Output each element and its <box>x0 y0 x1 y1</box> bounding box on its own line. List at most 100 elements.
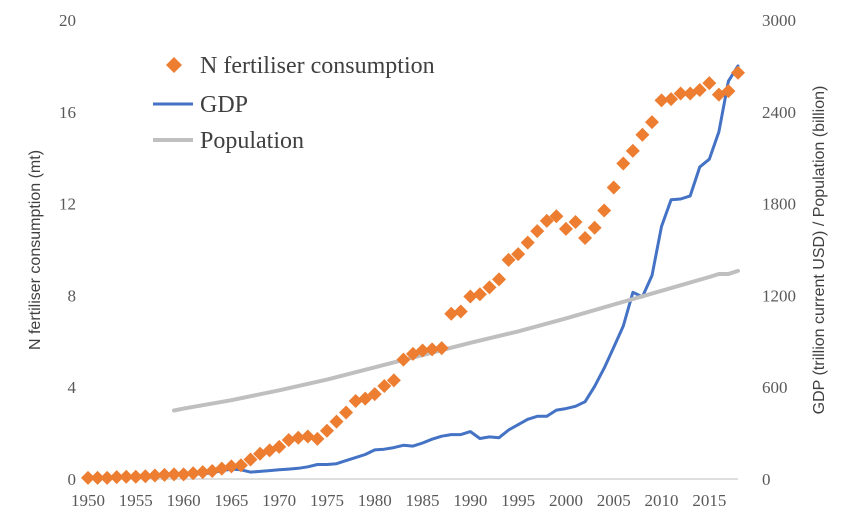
data-point <box>511 247 526 262</box>
data-point <box>329 414 344 429</box>
data-point <box>731 65 745 80</box>
y-tick-label: 0 <box>68 470 77 489</box>
y-tick-label: 4 <box>68 378 77 397</box>
x-tick-label: 2015 <box>692 491 726 510</box>
data-point <box>367 387 382 402</box>
data-point <box>587 220 602 235</box>
data-point <box>224 459 239 474</box>
data-point <box>109 470 124 485</box>
x-tick-label: 1950 <box>71 491 105 510</box>
data-point <box>673 86 688 101</box>
y2-tick-label: 2400 <box>762 103 796 122</box>
x-tick-label: 1995 <box>501 491 535 510</box>
legend: N fertiliser consumption GDP Population <box>153 53 435 154</box>
data-point <box>530 224 545 239</box>
series-n-fertiliser-consumption <box>81 65 745 485</box>
data-point <box>664 92 679 107</box>
data-point <box>138 469 153 484</box>
series-gdp <box>182 64 740 476</box>
data-point <box>195 465 210 480</box>
data-point <box>214 461 229 476</box>
legend-label: GDP <box>200 92 248 118</box>
data-point <box>702 76 717 91</box>
data-point <box>616 156 631 171</box>
y-axis-ticks: 0 4 8 12 16 20 <box>59 11 77 489</box>
data-point <box>520 235 535 250</box>
data-point <box>396 352 411 367</box>
data-point <box>482 280 497 295</box>
y2-axis-label: GDP (trillion current USD) / Population … <box>811 86 828 415</box>
data-point <box>425 342 440 357</box>
data-point <box>692 82 707 97</box>
series-line <box>172 268 740 413</box>
data-point <box>81 470 95 485</box>
data-point <box>119 469 134 484</box>
legend-item: GDP <box>153 92 248 118</box>
y2-tick-label: 0 <box>762 470 771 489</box>
data-point <box>100 470 115 485</box>
data-point <box>415 343 430 358</box>
data-point <box>358 391 373 406</box>
data-point <box>176 467 191 482</box>
data-point <box>625 143 640 158</box>
data-point <box>157 467 172 482</box>
data-point <box>472 287 487 302</box>
data-point <box>377 379 392 394</box>
legend-item: Population <box>153 128 304 154</box>
x-tick-label: 2010 <box>645 491 679 510</box>
x-axis-ticks: 1950 1955 1960 1965 1970 1975 1980 1985 1990 1995… <box>71 491 726 510</box>
data-point <box>453 304 468 319</box>
data-point <box>167 467 182 482</box>
data-point <box>128 469 143 484</box>
y2-tick-label: 1200 <box>762 286 796 305</box>
data-point <box>300 429 315 444</box>
x-tick-label: 1985 <box>406 491 440 510</box>
data-point <box>434 341 449 356</box>
y2-tick-label: 1800 <box>762 195 796 214</box>
data-point <box>243 452 258 467</box>
data-point <box>233 458 248 473</box>
data-point <box>558 221 573 236</box>
data-point <box>539 213 554 228</box>
x-tick-label: 1990 <box>453 491 487 510</box>
data-point <box>281 432 296 447</box>
x-tick-label: 2005 <box>597 491 631 510</box>
data-point <box>339 405 354 420</box>
data-point <box>549 209 564 224</box>
data-point <box>272 439 287 454</box>
y-tick-label: 16 <box>59 103 76 122</box>
legend-item: N fertiliser consumption <box>166 53 435 79</box>
data-point <box>721 84 736 99</box>
data-point <box>597 203 612 218</box>
data-point <box>147 468 162 483</box>
series-layer <box>81 64 745 485</box>
x-tick-label: 2000 <box>549 491 583 510</box>
series-line <box>182 64 740 476</box>
y-tick-label: 12 <box>59 195 76 214</box>
data-point <box>319 423 334 438</box>
data-point <box>606 180 621 195</box>
x-tick-label: 1955 <box>119 491 153 510</box>
data-point <box>444 306 459 321</box>
y-tick-label: 8 <box>68 286 77 305</box>
y-tick-label: 20 <box>59 11 76 30</box>
data-point <box>578 231 593 246</box>
data-point <box>348 393 363 408</box>
data-point <box>568 214 583 229</box>
data-point <box>492 272 507 287</box>
data-point <box>310 431 325 446</box>
legend-label: N fertiliser consumption <box>200 53 435 79</box>
data-point <box>205 463 220 478</box>
data-point <box>291 430 306 445</box>
data-point <box>635 127 650 142</box>
y2-tick-label: 3000 <box>762 11 796 30</box>
data-point <box>90 470 105 485</box>
y2-tick-label: 600 <box>762 378 788 397</box>
data-point <box>501 252 516 267</box>
x-tick-label: 1980 <box>358 491 392 510</box>
x-tick-label: 1960 <box>167 491 201 510</box>
series-population <box>172 268 740 413</box>
data-point <box>644 115 659 130</box>
data-point <box>654 93 669 108</box>
